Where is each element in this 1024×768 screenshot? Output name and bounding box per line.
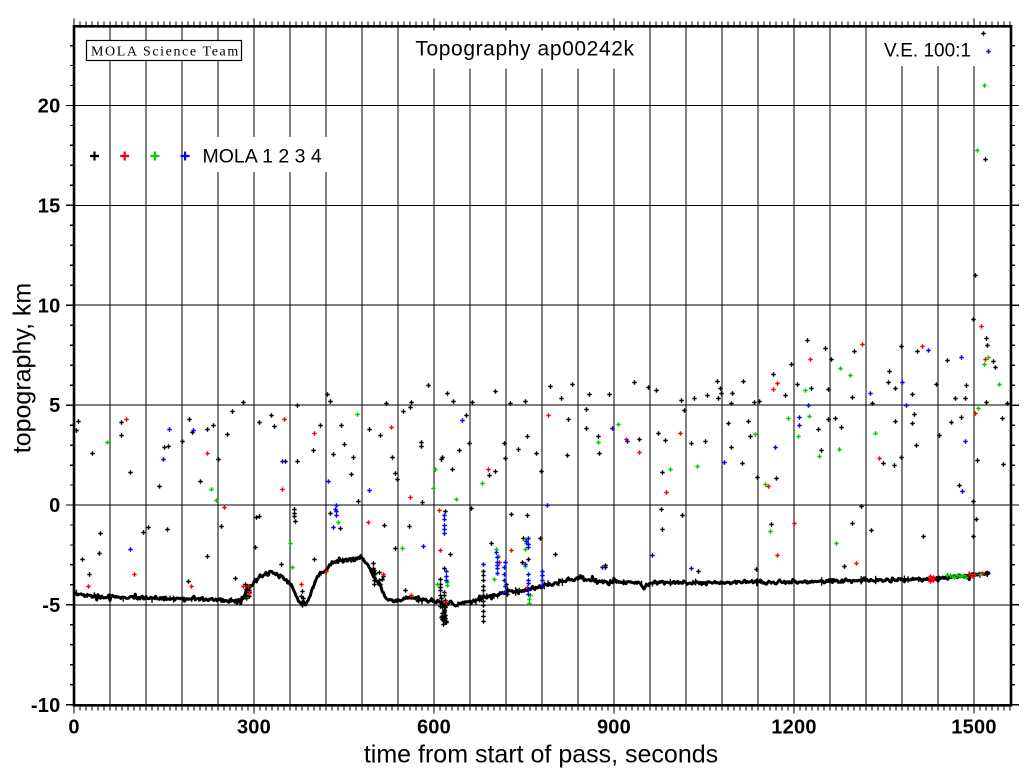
svg-text:-10: -10	[31, 695, 61, 717]
svg-text:topography, km: topography, km	[9, 283, 37, 453]
svg-text:0: 0	[49, 495, 60, 517]
svg-text:0: 0	[68, 717, 79, 739]
svg-text:600: 600	[417, 717, 451, 739]
svg-text:MOLA Science Team: MOLA Science Team	[91, 45, 240, 60]
svg-text:MOLA 1 2 3 4: MOLA 1 2 3 4	[203, 146, 322, 168]
svg-text:20: 20	[38, 96, 61, 118]
svg-text:900: 900	[597, 717, 631, 739]
svg-text:300: 300	[237, 717, 271, 739]
svg-text:V.E. 100:1: V.E. 100:1	[884, 40, 971, 61]
svg-text:Topography ap00242k: Topography ap00242k	[415, 38, 634, 61]
svg-text:-5: -5	[42, 595, 60, 617]
svg-text:10: 10	[38, 295, 61, 317]
svg-text:5: 5	[49, 395, 60, 417]
svg-text:1500: 1500	[951, 717, 997, 739]
svg-text:1200: 1200	[771, 717, 817, 739]
svg-text:time from start of pass, secon: time from start of pass, seconds	[364, 741, 718, 768]
svg-text:15: 15	[38, 195, 61, 217]
